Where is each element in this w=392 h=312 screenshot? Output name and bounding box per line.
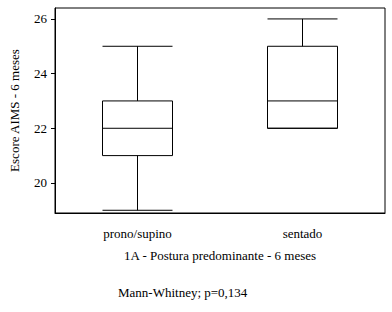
svg-text:Mann-Whitney; p=0,134: Mann-Whitney; p=0,134	[118, 285, 248, 300]
svg-text:26: 26	[34, 11, 48, 26]
svg-text:Escore AIMS - 6 meses: Escore AIMS - 6 meses	[7, 49, 22, 172]
svg-text:sentado: sentado	[283, 226, 323, 241]
svg-text:20: 20	[34, 175, 47, 190]
svg-text:24: 24	[34, 66, 48, 81]
svg-text:22: 22	[34, 121, 47, 136]
svg-text:prono/supino: prono/supino	[103, 226, 172, 241]
svg-text:1A - Postura predominante - 6: 1A - Postura predominante - 6 meses	[124, 248, 316, 263]
